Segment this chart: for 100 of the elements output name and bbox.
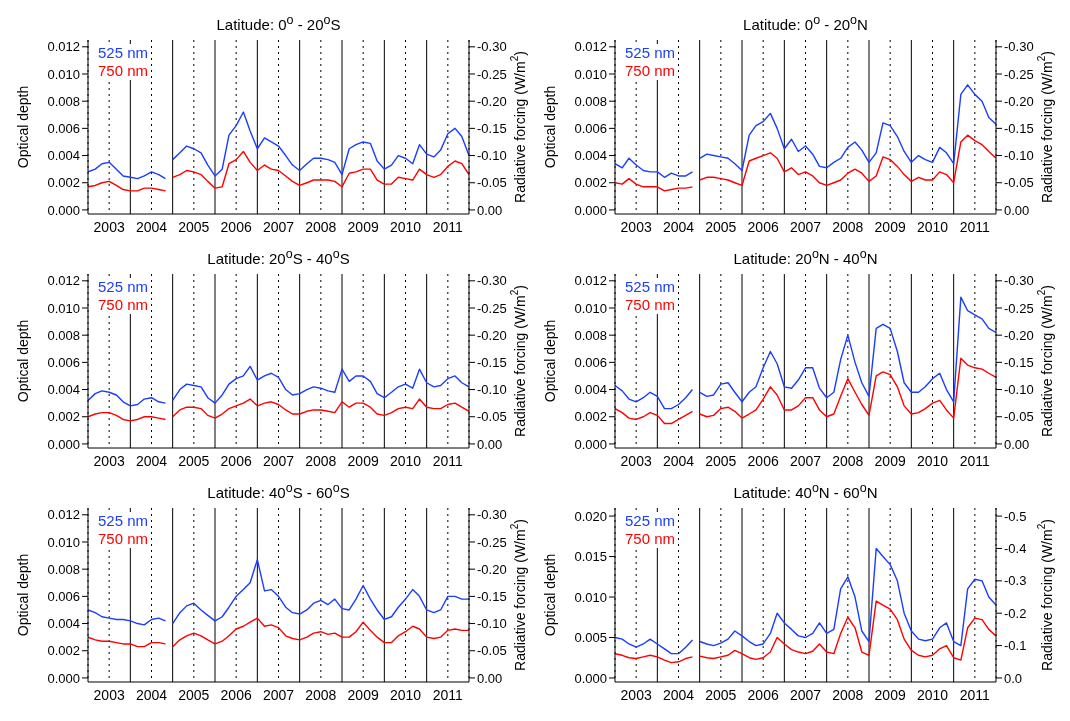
- y-axis-title: Optical depth: [14, 319, 31, 403]
- y-tick-label: 0.012: [574, 39, 607, 55]
- y-tick-label: 0.008: [47, 327, 80, 343]
- text: 750 nm: [98, 62, 149, 80]
- y2-tick-label: -0.2: [1004, 605, 1027, 621]
- x-tick-label: 2004: [135, 452, 168, 469]
- x-tick-label: 2011: [959, 218, 991, 235]
- y-tick-label: 0.000: [574, 436, 607, 452]
- x-tick-label: 2009: [874, 452, 906, 469]
- y-tick-label: 0.010: [47, 534, 80, 550]
- x-tick-label: 2006: [747, 452, 779, 469]
- x-tick-label: 2003: [93, 686, 125, 703]
- x-tick-label: 2007: [262, 218, 295, 235]
- chart-title: Latitude: 20$^{o}$N - 40$^{o}$N: [732, 246, 879, 267]
- x-tick-label: 2009: [347, 218, 379, 235]
- chart-title: Latitude: 0$^{o}$ - 20$^{o}$N: [742, 12, 869, 33]
- y2-tick-label: 0.00: [477, 202, 503, 218]
- x-tick-label: 2006: [220, 452, 252, 469]
- y-tick-label: 0.000: [47, 670, 80, 686]
- y-tick-label: 0.012: [47, 507, 80, 523]
- y-axis-title: Optical depth: [541, 85, 558, 169]
- y-tick-label: 0.008: [47, 93, 80, 109]
- y-tick-label: 0.002: [47, 409, 80, 425]
- y-tick-label: 0.006: [47, 588, 80, 604]
- y2-tick-label: -0.20: [477, 561, 507, 577]
- y2-tick-label: -0.25: [477, 300, 507, 316]
- x-tick-label: 2007: [789, 218, 822, 235]
- text: 750 nm: [625, 530, 676, 548]
- x-tick-label: 2010: [916, 452, 949, 469]
- x-tick-label: 2010: [916, 686, 949, 703]
- y-axis-title: Optical depth: [14, 85, 31, 169]
- text: 750 nm: [625, 62, 676, 80]
- y-tick-label: 0.004: [47, 616, 80, 632]
- y-tick-label: 0.004: [47, 148, 80, 164]
- y2-tick-label: -0.25: [477, 534, 507, 550]
- x-tick-label: 2003: [620, 686, 652, 703]
- y2-tick-label: -0.30: [1004, 273, 1034, 289]
- y2-tick-label: -0.25: [1004, 66, 1034, 82]
- x-tick-label: 2007: [789, 686, 822, 703]
- y2-tick-label: -0.05: [1004, 409, 1034, 425]
- x-tick-label: 2004: [662, 452, 695, 469]
- y-tick-label: 0.002: [574, 409, 607, 425]
- x-tick-label: 2004: [135, 686, 168, 703]
- x-tick-label: 2003: [620, 452, 652, 469]
- y2-tick-label: -0.10: [1004, 382, 1034, 398]
- text: 525 nm: [625, 278, 676, 296]
- text: 525 nm: [625, 512, 676, 530]
- chart-title: Latitude: 40$^{o}$N - 60$^{o}$N: [732, 480, 879, 501]
- chart-title: Latitude: 40$^{o}$S - 60$^{o}$S: [206, 480, 351, 501]
- y2-tick-label: -0.15: [477, 588, 507, 604]
- y-tick-label: 0.002: [47, 643, 80, 659]
- y-tick-label: 0.010: [574, 589, 607, 605]
- x-tick-label: 2004: [662, 686, 695, 703]
- y2-tick-label: -0.25: [1004, 300, 1034, 316]
- y-tick-label: 0.002: [574, 175, 607, 191]
- y2-tick-label: -0.1: [1004, 638, 1027, 654]
- y-tick-label: 0.008: [574, 327, 607, 343]
- x-tick-label: 2010: [389, 218, 422, 235]
- x-tick-label: 2009: [347, 686, 379, 703]
- y-tick-label: 0.000: [574, 670, 607, 686]
- x-tick-label: 2011: [432, 452, 464, 469]
- y-tick-label: 0.006: [574, 120, 607, 136]
- x-tick-label: 2003: [93, 452, 125, 469]
- y2-tick-label: 0.00: [1004, 436, 1030, 452]
- y-tick-label: 0.020: [574, 508, 607, 524]
- chart-title: Latitude: 0$^{o}$ - 20$^{o}$S: [215, 12, 342, 33]
- y2-tick-label: -0.05: [1004, 175, 1034, 191]
- x-tick-label: 2011: [959, 452, 991, 469]
- y-tick-label: 0.006: [47, 120, 80, 136]
- x-tick-label: 2007: [262, 686, 295, 703]
- y2-tick-label: -0.20: [1004, 93, 1034, 109]
- y-axis-title: Optical depth: [14, 553, 31, 637]
- x-tick-label: 2005: [178, 686, 210, 703]
- x-tick-label: 2004: [662, 218, 695, 235]
- y2-tick-label: 0.00: [477, 436, 503, 452]
- y2-tick-label: -0.15: [1004, 120, 1034, 136]
- y-tick-label: 0.012: [47, 39, 80, 55]
- y2-tick-label: -0.10: [477, 616, 507, 632]
- x-tick-label: 2006: [220, 218, 252, 235]
- x-tick-label: 2010: [916, 218, 949, 235]
- y2-tick-label: -0.15: [477, 354, 507, 370]
- text: 525 nm: [98, 512, 149, 530]
- y2-tick-label: -0.3: [1004, 573, 1027, 589]
- y2-tick-label: -0.20: [1004, 327, 1034, 343]
- y-tick-label: 0.010: [47, 66, 80, 82]
- y-tick-label: 0.005: [574, 630, 607, 646]
- y-tick-label: 0.010: [574, 66, 607, 82]
- x-tick-label: 2005: [178, 218, 210, 235]
- y-tick-label: 0.008: [47, 561, 80, 577]
- x-tick-label: 2008: [832, 452, 864, 469]
- y-axis-title: Optical depth: [541, 553, 558, 637]
- y-tick-label: 0.004: [574, 148, 607, 164]
- y2-tick-label: -0.4: [1004, 541, 1027, 557]
- x-tick-label: 2006: [747, 686, 779, 703]
- x-tick-label: 2004: [135, 218, 168, 235]
- y2-tick-label: -0.20: [477, 327, 507, 343]
- x-tick-label: 2009: [874, 218, 906, 235]
- x-tick-label: 2003: [620, 218, 652, 235]
- text: 525 nm: [625, 44, 676, 62]
- text: 750 nm: [625, 296, 676, 314]
